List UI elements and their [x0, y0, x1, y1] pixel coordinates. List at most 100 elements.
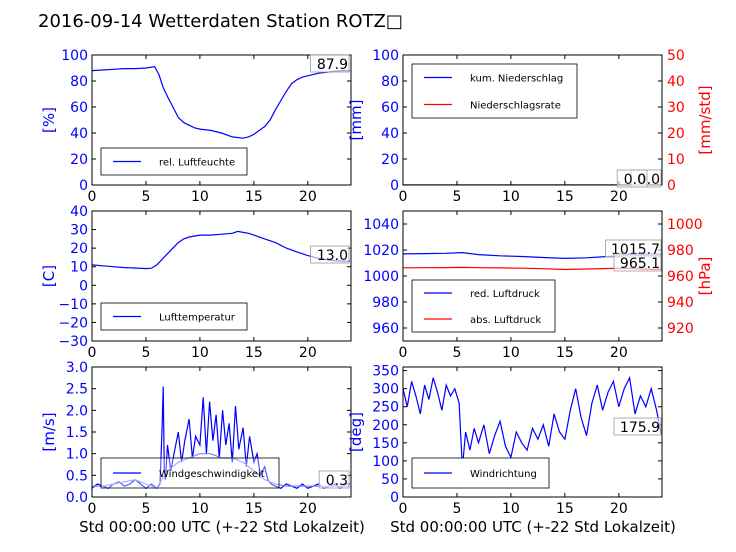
y-tick-label: 50: [381, 472, 399, 488]
x-tick-label: 15: [556, 345, 574, 361]
y-tick-label: 2.0: [66, 403, 88, 419]
x-tick-label: 0: [88, 345, 97, 361]
y-tick-label: 60: [381, 100, 399, 116]
y-tick-label: 1000: [363, 269, 399, 285]
y-tick-label: 960: [372, 321, 399, 337]
legend: Windrichtung: [411, 457, 550, 489]
y-tick-label: 30: [70, 223, 88, 239]
y-tick-label: 20: [381, 152, 399, 168]
y-tick-label: 80: [70, 74, 88, 90]
y-tick-label: 150: [372, 436, 399, 452]
panel-wind_speed: 0 5 10 15 20 0.0 0.5 1.0 1.5 2.0 2.5 3.0 [m/s] 0.3 Win…: [40, 360, 352, 517]
x-tick-label: 5: [141, 345, 150, 361]
value-label: 87.9: [317, 57, 348, 73]
x-tick-label: 10: [502, 345, 520, 361]
legend-label: rel. Luftfeuchte: [159, 158, 235, 169]
y-tick-label: 40: [70, 204, 88, 220]
y-axis-label: [C]: [40, 265, 58, 287]
y-tick-label: 60: [70, 100, 88, 116]
legend-label: Niederschlagsrate: [470, 101, 561, 112]
legend-label: kum. Niederschlag: [470, 74, 563, 85]
x-tick-label: 10: [191, 345, 209, 361]
y2-tick-label: 1000: [667, 217, 703, 233]
x-axis-label-left: Std 00:00:00 UTC (+-22 Std Lokalzeit): [79, 518, 365, 536]
value-label-box: [318, 470, 350, 489]
legend: rel. Luftfeuchte: [100, 147, 248, 176]
y2-tick-label: 20: [667, 126, 685, 142]
legend: red. Luftdruck abs. Luftdruck: [411, 279, 556, 333]
value-label-box: [613, 417, 662, 436]
y2-tick-label: 10: [667, 152, 685, 168]
x-tick-label: 0: [88, 189, 97, 205]
y2-axis-label: [hPa]: [696, 257, 714, 296]
y-tick-label: 0.5: [66, 468, 88, 484]
y2-axis-label: [mm/std]: [696, 85, 714, 154]
legend-label: abs. Luftdruck: [470, 315, 541, 326]
x-tick-label: 15: [245, 189, 263, 205]
y-tick-label: 40: [381, 126, 399, 142]
value-label: 13.0: [317, 248, 348, 264]
x-tick-label: 5: [141, 189, 150, 205]
y-tick-label: 1.0: [66, 447, 88, 463]
y-tick-label: 100: [372, 454, 399, 470]
y-tick-label: 10: [70, 260, 88, 276]
x-tick-label: 0: [399, 501, 408, 517]
figure-title: 2016-09-14 Wetterdaten Station ROTZ□: [38, 11, 403, 32]
y2-tick-label: 960: [667, 269, 694, 285]
y-tick-label: 980: [372, 295, 399, 311]
y2-tick-label: 30: [667, 100, 685, 116]
plot-frame: [402, 54, 663, 186]
panel-pressure: 0 5 10 15 20 960 980 1000 1020 1040 920 940 960 980 10…: [363, 210, 714, 361]
y-axis-label: [deg]: [347, 412, 365, 452]
value-label-box: [310, 245, 350, 264]
y-tick-label: 0: [79, 178, 88, 194]
x-tick-label: 20: [299, 501, 317, 517]
legend: Lufttemperatur: [100, 302, 248, 331]
y-tick-label: 1.5: [66, 425, 88, 441]
x-tick-label: 0: [399, 189, 408, 205]
y2-tick-label: 0: [667, 178, 676, 194]
y-tick-label: 200: [372, 418, 399, 434]
legend-frame: [411, 63, 578, 119]
y-tick-label: −30: [58, 334, 88, 350]
legend-label: Lufttemperatur: [159, 313, 236, 324]
plot-frame: [402, 366, 663, 498]
plot-frame: [91, 210, 352, 342]
legend-label: Windrichtung: [470, 469, 537, 480]
x-tick-label: 10: [502, 189, 520, 205]
value-label: 0.3: [326, 473, 348, 489]
x-tick-label: 5: [452, 189, 461, 205]
x-tick-label: 10: [502, 501, 520, 517]
x-tick-label: 10: [191, 189, 209, 205]
x-tick-label: 20: [610, 189, 628, 205]
y-tick-label: 350: [372, 364, 399, 380]
y-tick-label: 0: [79, 278, 88, 294]
y-tick-label: −20: [58, 315, 88, 331]
panel-temperature: 0 5 10 15 20 −30 −20 −10 0 10 20 30 40 [C] 13.0 Lufttem…: [40, 204, 352, 361]
legend-label: Windgeschwindigkeit: [159, 469, 265, 480]
x-tick-label: 0: [399, 345, 408, 361]
legend-frame: [411, 279, 556, 333]
y-tick-label: 100: [372, 48, 399, 64]
value-label: 965.1: [620, 256, 660, 272]
y-tick-label: 1020: [363, 243, 399, 259]
y2-tick-label: 40: [667, 74, 685, 90]
x-tick-label: 15: [556, 501, 574, 517]
y-tick-label: 0: [390, 178, 399, 194]
y-tick-label: 3.0: [66, 360, 88, 376]
x-tick-label: 5: [141, 501, 150, 517]
series-line-lufttemperatur: [92, 230, 350, 270]
y2-tick-label: 940: [667, 295, 694, 311]
y-tick-label: 0.0: [66, 490, 88, 506]
panel-precipitation: 0 5 10 15 20 0 20 40 60 80 100 0 10 20 30 40 50 [mm] [mm/s…: [347, 48, 714, 205]
value-label: 0.0: [624, 172, 646, 188]
value-label: 175.9: [620, 420, 660, 436]
x-tick-label: 20: [610, 345, 628, 361]
x-tick-label: 20: [299, 189, 317, 205]
series-line-rel-luftfeuchte: [92, 66, 350, 139]
y-tick-label: −10: [58, 297, 88, 313]
legend-label: red. Luftdruck: [470, 289, 540, 300]
panel-humidity: 0 5 10 15 20 0 20 40 60 80 100 [%] 87.9 rel. Luftfeuc…: [40, 48, 352, 205]
